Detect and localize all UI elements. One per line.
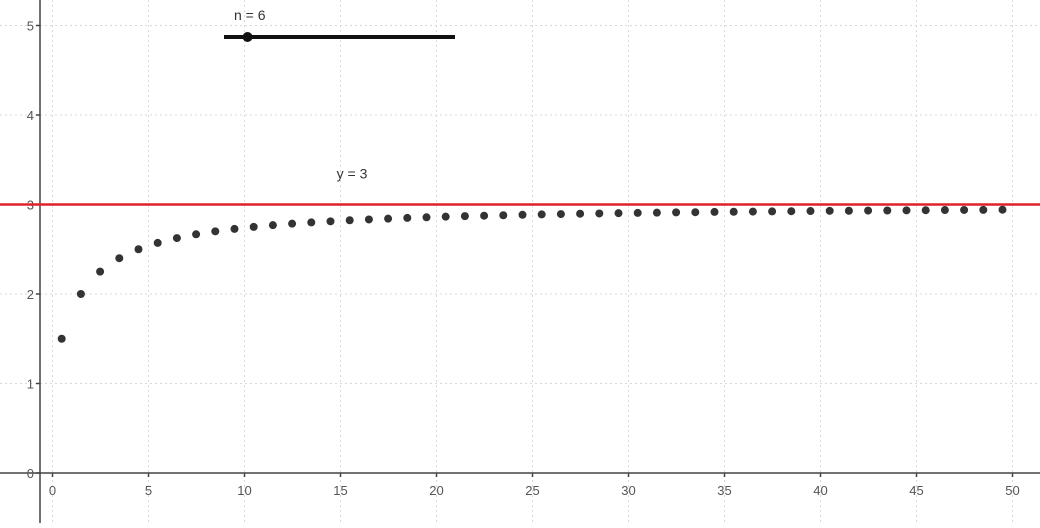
data-point (576, 209, 585, 218)
data-point (211, 227, 220, 236)
tick-labels: 05101520253035404550012345 (27, 19, 1020, 499)
data-point (844, 206, 853, 215)
data-point (460, 212, 469, 221)
x-tick-label: 50 (1005, 483, 1019, 498)
data-point (518, 210, 527, 219)
data-point (172, 234, 181, 243)
data-point (96, 267, 105, 276)
slider-label: n = 6 (234, 7, 266, 23)
data-point (288, 219, 297, 228)
data-point (537, 210, 546, 219)
data-point (403, 213, 412, 222)
data-point (595, 209, 604, 218)
x-tick-label: 15 (333, 483, 347, 498)
data-point (960, 205, 969, 214)
x-tick-label: 0 (49, 483, 56, 498)
data-point (614, 209, 623, 218)
data-point (57, 334, 66, 343)
y-tick-label: 5 (27, 19, 34, 34)
data-point (422, 213, 431, 222)
data-point (748, 207, 757, 216)
y-tick-label: 0 (27, 466, 34, 481)
data-point (672, 208, 681, 217)
data-point (806, 207, 815, 216)
data-point (307, 218, 316, 227)
y-tick-label: 2 (27, 287, 34, 302)
data-point (345, 216, 354, 225)
data-point (441, 212, 450, 221)
data-point (268, 221, 277, 230)
data-point (480, 211, 489, 220)
data-point (499, 211, 508, 220)
asymptote-line[interactable]: y = 3 (0, 166, 1040, 206)
x-tick-label: 40 (813, 483, 827, 498)
data-point (825, 206, 834, 215)
y-tick-label: 4 (27, 108, 34, 123)
data-point (384, 214, 393, 223)
data-point (249, 222, 258, 231)
y-tick-label: 1 (27, 377, 34, 392)
x-tick-label: 5 (145, 483, 152, 498)
x-tick-label: 10 (237, 483, 251, 498)
x-tick-label: 45 (909, 483, 923, 498)
data-points (57, 205, 1007, 343)
data-point (134, 245, 143, 254)
data-point (192, 230, 201, 239)
data-point (902, 206, 911, 215)
data-point (76, 290, 85, 298)
data-point (230, 224, 239, 233)
x-tick-label: 35 (717, 483, 731, 498)
data-point (921, 206, 930, 215)
data-point (979, 205, 988, 214)
data-point (998, 205, 1007, 214)
data-point (691, 208, 700, 217)
data-point (864, 206, 873, 215)
data-point (115, 254, 124, 263)
data-point (326, 217, 335, 226)
data-point (940, 206, 949, 215)
data-point (768, 207, 777, 216)
data-point (710, 207, 719, 216)
data-point (153, 238, 162, 247)
x-tick-label: 25 (525, 483, 539, 498)
x-tick-label: 20 (429, 483, 443, 498)
n-slider[interactable]: n = 6 (224, 7, 455, 42)
data-point (556, 210, 565, 219)
asymptote-label: y = 3 (337, 166, 368, 182)
data-point (787, 207, 796, 216)
data-point (652, 208, 661, 217)
slider-handle[interactable] (242, 32, 253, 42)
x-tick-label: 30 (621, 483, 635, 498)
data-point (633, 208, 642, 217)
data-point (729, 207, 738, 216)
data-point (364, 215, 373, 224)
data-point (883, 206, 892, 215)
